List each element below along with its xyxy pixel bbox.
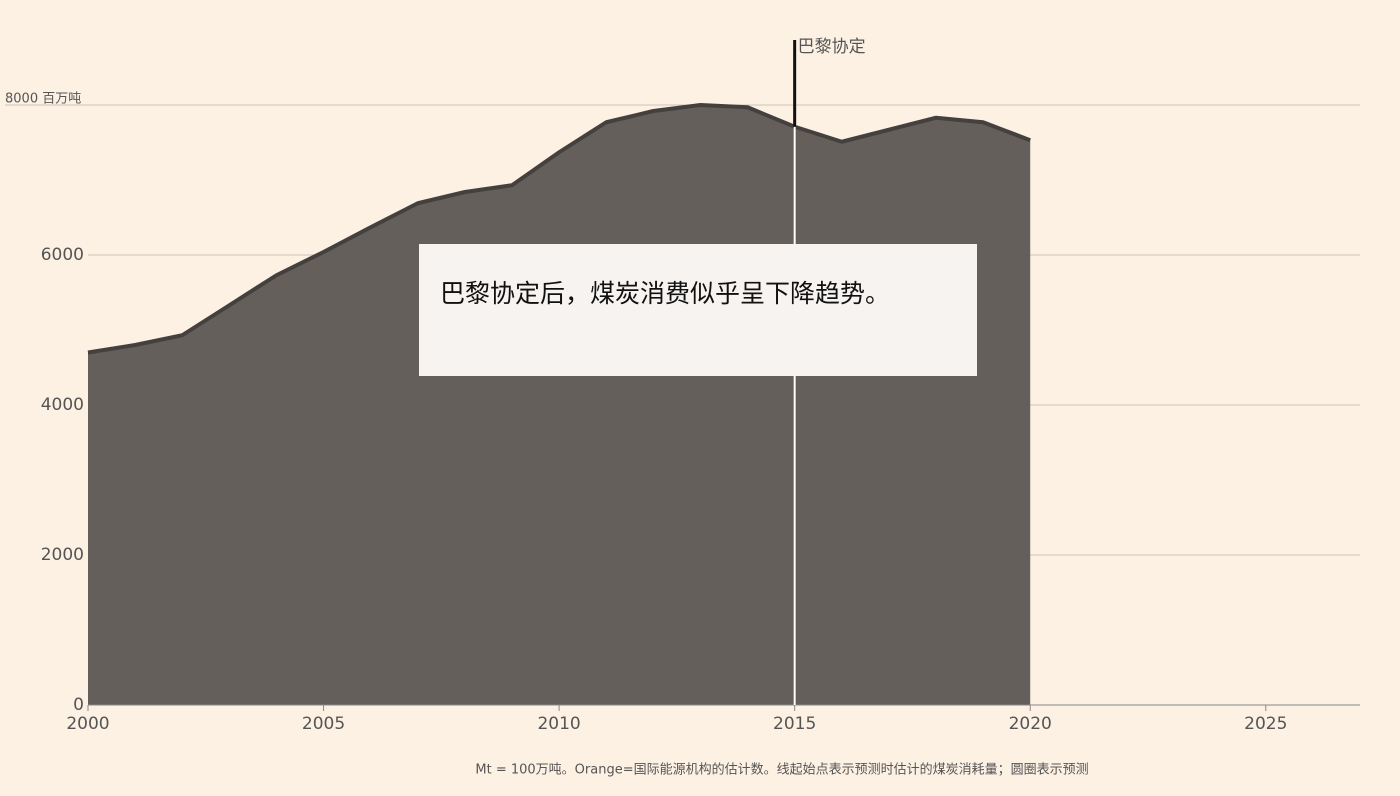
y-tick-label: 6000 [41,245,84,265]
y-tick-label: 2000 [41,545,84,565]
x-tick-label: 2015 [773,714,816,734]
area-line [87,103,1031,355]
x-tick-label: 2025 [1244,714,1287,734]
x-tick-label: 2005 [302,714,345,734]
callout-box [419,244,977,376]
x-tick-label: 2000 [66,714,109,734]
note: Mt = 100万吨。Orange=国际能源机构的估计数。线起始点表示预测时估计… [475,762,1088,778]
x-tick-label: 2020 [1009,714,1052,734]
y-tick-label: 0 [73,695,84,715]
y-tick-label: 8000 百万吨 [5,92,81,107]
marker-label: 巴黎协定 [798,37,866,57]
x-tick-label: 2010 [537,714,580,734]
callout-text: 巴黎协定后，煤炭消费似乎呈下降趋势。 [440,279,890,308]
y-tick-label: 4000 [41,395,84,415]
